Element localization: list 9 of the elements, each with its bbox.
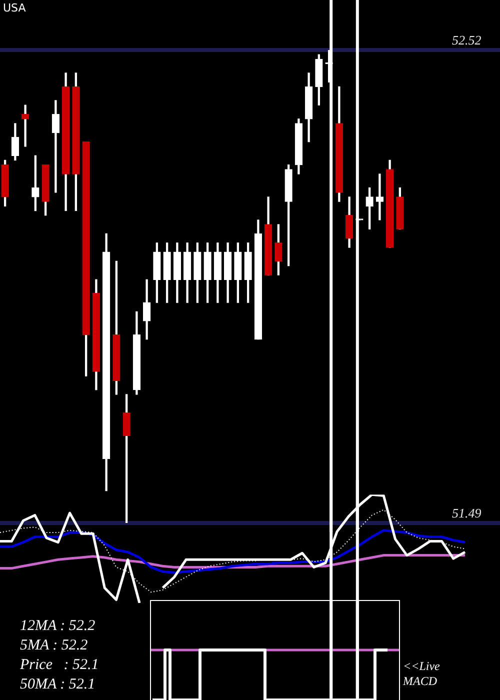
y-tick-label: 51.49 (452, 505, 482, 520)
text: 50MA : 52.1 (20, 676, 96, 692)
text: MACD (402, 674, 438, 688)
text: 12MA : 52.2 (20, 618, 96, 634)
text: Price : 52.1 (19, 657, 99, 673)
text: <<Live (403, 659, 441, 673)
y-tick-label: 52.52 (452, 32, 482, 48)
chart-title: USA (3, 1, 26, 14)
text: 5MA : 52.2 (20, 638, 88, 654)
